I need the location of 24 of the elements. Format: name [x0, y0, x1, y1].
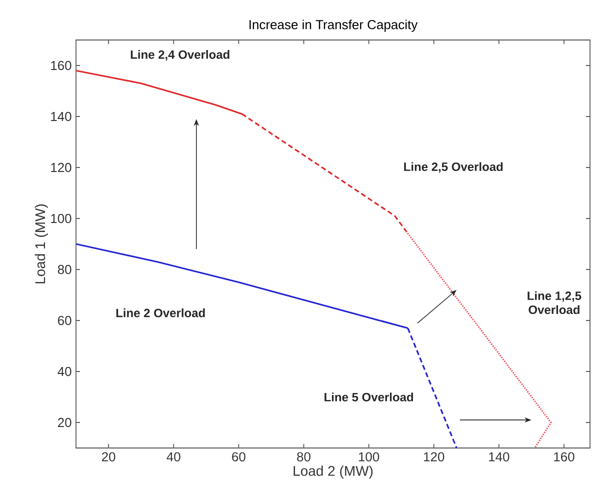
annotation: Line 2,4 Overload: [130, 50, 230, 61]
x-tick-label: 60: [232, 452, 246, 462]
annotation: Line 2 Overload: [116, 308, 205, 318]
y-tick-label: 80: [58, 264, 72, 274]
y-tick-label: 160: [51, 60, 72, 70]
y-tick-label: 60: [58, 316, 72, 326]
x-axis-title: Load 2 (MW): [294, 466, 373, 479]
y-tick-label: 40: [58, 366, 72, 376]
y-tick-label: 120: [51, 162, 72, 172]
annotation: Line 2,5 Overload: [404, 162, 503, 173]
y-tick-label: 140: [51, 112, 72, 122]
annotation: Line 1,2,5 Overload: [528, 291, 582, 314]
y-tick-label: 20: [58, 418, 72, 428]
y-tick-label: 100: [51, 214, 72, 224]
chart-title: Increase in Transfer Capacity: [250, 20, 418, 32]
x-tick-label: 120: [424, 452, 444, 462]
x-tick-label: 20: [102, 452, 116, 462]
x-tick-label: 140: [489, 452, 510, 462]
x-tick-label: 100: [358, 452, 380, 462]
x-tick-label: 80: [297, 452, 310, 462]
annotation: Line 5 Overload: [324, 392, 414, 402]
y-axis-title: Load 1 (MW): [34, 204, 48, 284]
x-tick-label: 160: [554, 452, 574, 462]
x-tick-label: 40: [166, 452, 180, 462]
